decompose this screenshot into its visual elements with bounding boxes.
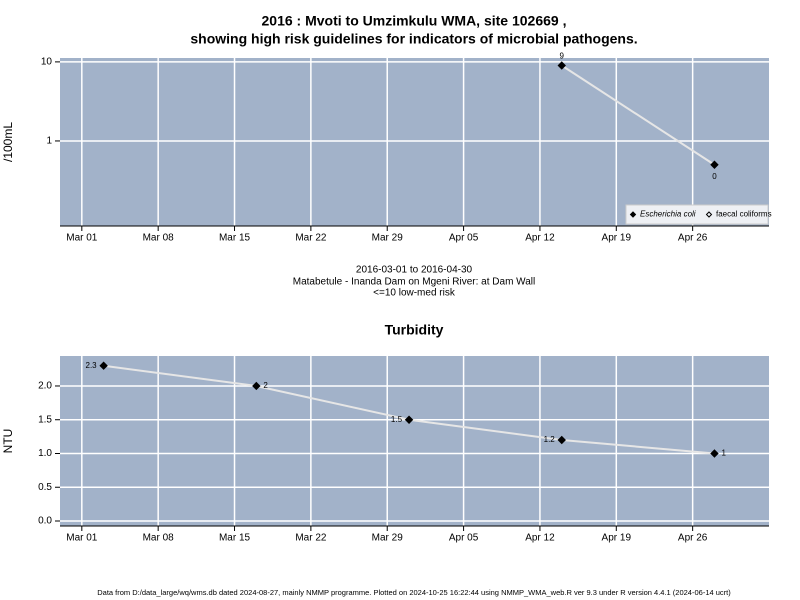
x-tick-label: Mar 22 xyxy=(295,533,327,544)
y-tick-label: 1.0 xyxy=(38,448,52,459)
y-axis-label: /100mL xyxy=(1,122,15,162)
annotation: Matabetule - Inanda Dam on Mgeni River: … xyxy=(293,277,536,288)
x-tick-label: Mar 08 xyxy=(143,533,175,544)
x-tick-label: Mar 08 xyxy=(143,233,175,244)
x-tick-label: Mar 29 xyxy=(372,233,404,244)
legend-label: faecal coliforms xyxy=(716,210,772,219)
data-label: 1.2 xyxy=(544,435,556,444)
x-tick-label: Mar 15 xyxy=(219,233,251,244)
point xyxy=(404,415,414,424)
x-tick-label: Apr 19 xyxy=(602,533,632,544)
x-tick-label: Apr 12 xyxy=(525,533,555,544)
y-tick-label: 2.0 xyxy=(38,381,52,392)
x-tick-label: Apr 05 xyxy=(449,533,479,544)
chart-title: Turbidity xyxy=(385,322,444,338)
point xyxy=(99,361,108,370)
legend-marker xyxy=(705,211,713,218)
data-label: 1 xyxy=(721,449,726,458)
y-tick-label: 0.0 xyxy=(38,516,52,527)
x-tick-label: Apr 26 xyxy=(678,233,708,244)
x-tick-label: Apr 19 xyxy=(602,233,632,244)
annotation: <=10 low-med risk xyxy=(373,288,456,299)
data-label: 2.3 xyxy=(86,361,98,370)
data-label: 1.5 xyxy=(391,415,403,424)
x-tick-label: Mar 15 xyxy=(219,533,251,544)
point xyxy=(252,381,261,391)
x-tick-label: Apr 12 xyxy=(525,233,555,244)
x-tick-label: Apr 05 xyxy=(449,233,479,244)
legend-box xyxy=(625,204,769,225)
point xyxy=(557,61,566,70)
y-tick-label: 1.5 xyxy=(38,414,52,425)
plot-background xyxy=(60,356,769,526)
y-tick-label: 0.5 xyxy=(38,482,52,493)
x-tick-label: Mar 22 xyxy=(295,233,327,244)
plot-background xyxy=(60,58,769,226)
y-tick-label: 1 xyxy=(46,136,52,147)
data-label: 9 xyxy=(560,52,565,61)
y-axis-label: NTU xyxy=(1,429,15,454)
footer: Data from D:/data_large/wq/wms.db dated … xyxy=(97,588,731,597)
annotation: 2016-03-01 to 2016-04-30 xyxy=(356,265,473,276)
point xyxy=(710,449,719,458)
x-tick-label: Mar 29 xyxy=(372,533,404,544)
series-line xyxy=(561,64,716,166)
data-label: 0 xyxy=(712,172,717,181)
legend-marker xyxy=(629,211,637,218)
y-tick-label: 10 xyxy=(41,57,53,68)
x-tick-label: Mar 01 xyxy=(66,533,98,544)
chart-title: 2016 : Mvoti to Umzimkulu WMA, site 1026… xyxy=(262,13,567,29)
chart-subtitle: showing high risk guidelines for indicat… xyxy=(190,31,637,47)
x-tick-label: Apr 26 xyxy=(678,533,708,544)
x-tick-label: Mar 01 xyxy=(66,233,98,244)
point xyxy=(557,435,566,445)
point xyxy=(710,160,719,169)
data-label: 2 xyxy=(263,381,268,390)
legend-label: Escherichia coli xyxy=(640,210,696,219)
